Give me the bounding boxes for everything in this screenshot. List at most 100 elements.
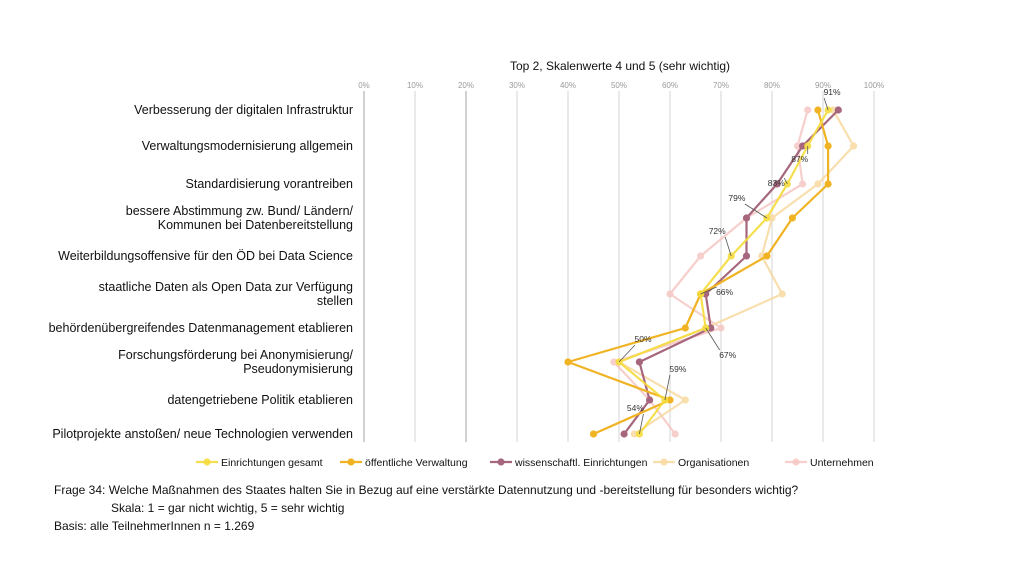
annotation-leader (823, 97, 829, 111)
data-point (768, 214, 776, 222)
category-label: behördenübergreifendes Datenmanagement e… (49, 321, 353, 335)
series-line (566, 109, 830, 436)
data-point (666, 290, 674, 298)
x-tick-label: 40% (560, 81, 576, 90)
data-point (610, 358, 618, 366)
category-label: Verwaltungsmodernisierung allgemein (142, 139, 353, 153)
annotation-label: 66% (716, 287, 733, 297)
survey-line-chart: Top 2, Skalenwerte 4 und 5 (sehr wichtig… (49, 59, 885, 469)
data-point (681, 396, 689, 404)
data-point (717, 324, 725, 332)
legend-label: Einrichtungen gesamt (221, 457, 323, 469)
category-label: Kommunen bei Datenbereitstellung (158, 218, 353, 232)
x-tick-label: 100% (864, 81, 884, 90)
data-point (681, 324, 689, 332)
data-point (778, 290, 786, 298)
data-point (589, 430, 598, 438)
data-point (697, 252, 705, 260)
annotation-label: 83% (768, 178, 785, 188)
series-group (564, 106, 858, 438)
data-point (630, 430, 638, 438)
x-tick-label: 90% (815, 81, 831, 90)
chart-title: Top 2, Skalenwerte 4 und 5 (sehr wichtig… (510, 59, 730, 73)
annotation-label: 79% (728, 193, 745, 203)
category-labels: Verbesserung der digitalen Infrastruktur… (49, 103, 354, 441)
data-point (707, 324, 715, 332)
data-point (666, 396, 674, 404)
category-label: bessere Abstimmung zw. Bund/ Ländern/ (126, 204, 354, 218)
data-point (788, 214, 797, 222)
data-point (850, 142, 858, 150)
data-point (834, 106, 842, 114)
annotation-leader (664, 374, 671, 401)
data-point (773, 180, 781, 188)
gridlines (363, 91, 875, 442)
data-point (799, 142, 807, 150)
legend-label: öffentliche Verwaltung (365, 457, 468, 469)
data-point (727, 252, 735, 260)
category-label: staatliche Daten als Open Data zur Verfü… (99, 280, 353, 294)
series-line (612, 109, 809, 435)
x-tick-label: 10% (407, 81, 423, 90)
category-label: Weiterbildungsoffensive für den ÖD bei D… (58, 249, 353, 263)
legend-swatch-marker (203, 458, 211, 466)
legend-swatch-marker (347, 458, 355, 466)
category-label: Pilotprojekte anstoßen/ neue Technologie… (52, 427, 353, 441)
legend-label: Organisationen (678, 457, 749, 469)
x-tick-label: 20% (458, 81, 474, 90)
question-text: Frage 34: Welche Maßnahmen des Staates h… (54, 483, 799, 497)
data-point (804, 106, 812, 114)
basis-text: Basis: alle TeilnehmerInnen n = 1.269 (54, 519, 255, 533)
x-tick-label: 0% (358, 81, 370, 90)
annotation-label: 54% (627, 403, 644, 413)
data-point (824, 142, 832, 150)
legend-label: Unternehmen (810, 457, 874, 469)
annotation-label: 59% (669, 364, 686, 374)
data-point (671, 430, 679, 438)
annotation-label: 87% (791, 154, 808, 164)
series-line (623, 109, 840, 435)
data-point (814, 106, 822, 114)
x-tick-label: 70% (713, 81, 729, 90)
x-tick-label: 50% (611, 81, 627, 90)
annotation-leader (724, 236, 732, 257)
data-point (620, 430, 628, 438)
data-point (646, 396, 654, 404)
data-point (763, 252, 771, 260)
data-point (793, 142, 802, 150)
data-point (742, 214, 751, 222)
category-label: Standardisierung vorantreiben (186, 177, 354, 191)
data-point (824, 180, 832, 188)
series-line (617, 109, 855, 435)
series (615, 106, 832, 438)
annotation-leader (705, 327, 721, 351)
data-point (635, 358, 644, 366)
annotation-leader (618, 344, 636, 363)
annotation-leader (744, 203, 768, 219)
annotation-label: 91% (824, 87, 841, 97)
annotation-leader (700, 286, 717, 295)
data-point (783, 180, 791, 188)
x-tick-label: 80% (764, 81, 780, 90)
annotation-label: 50% (634, 334, 651, 344)
x-tick-label: 60% (662, 81, 678, 90)
x-tick-label: 30% (509, 81, 525, 90)
annotation-leader (639, 413, 644, 435)
data-point (814, 180, 822, 188)
chart-footer: Frage 34: Welche Maßnahmen des Staates h… (54, 481, 798, 535)
data-point (799, 180, 807, 188)
category-label: Forschungsförderung bei Anonymisierung/ (118, 348, 353, 362)
value-annotations: 91% 87% 83% 79% 72% 66% 67% 50% 59% 54% (618, 87, 841, 435)
legend-label: wissenschaftl. Einrichtungen (514, 457, 648, 469)
legend: Einrichtungen gesamt öffentliche Verwaltu… (196, 457, 874, 469)
annotation-label: 72% (709, 226, 726, 236)
series-line (617, 109, 830, 435)
category-label: datengetriebene Politik etablieren (167, 393, 353, 407)
annotation-leader (783, 177, 788, 185)
legend-swatch-marker (497, 458, 505, 466)
data-point (742, 252, 751, 260)
x-axis-ticks: 0% 10% 20% 30% 40% 50% 60% 70% 80% 90% 100% (358, 81, 884, 90)
category-label: Pseudonymisierung (243, 362, 353, 376)
series (620, 106, 842, 438)
scale-text: Skala: 1 = gar nicht wichtig, 5 = sehr w… (111, 501, 345, 515)
